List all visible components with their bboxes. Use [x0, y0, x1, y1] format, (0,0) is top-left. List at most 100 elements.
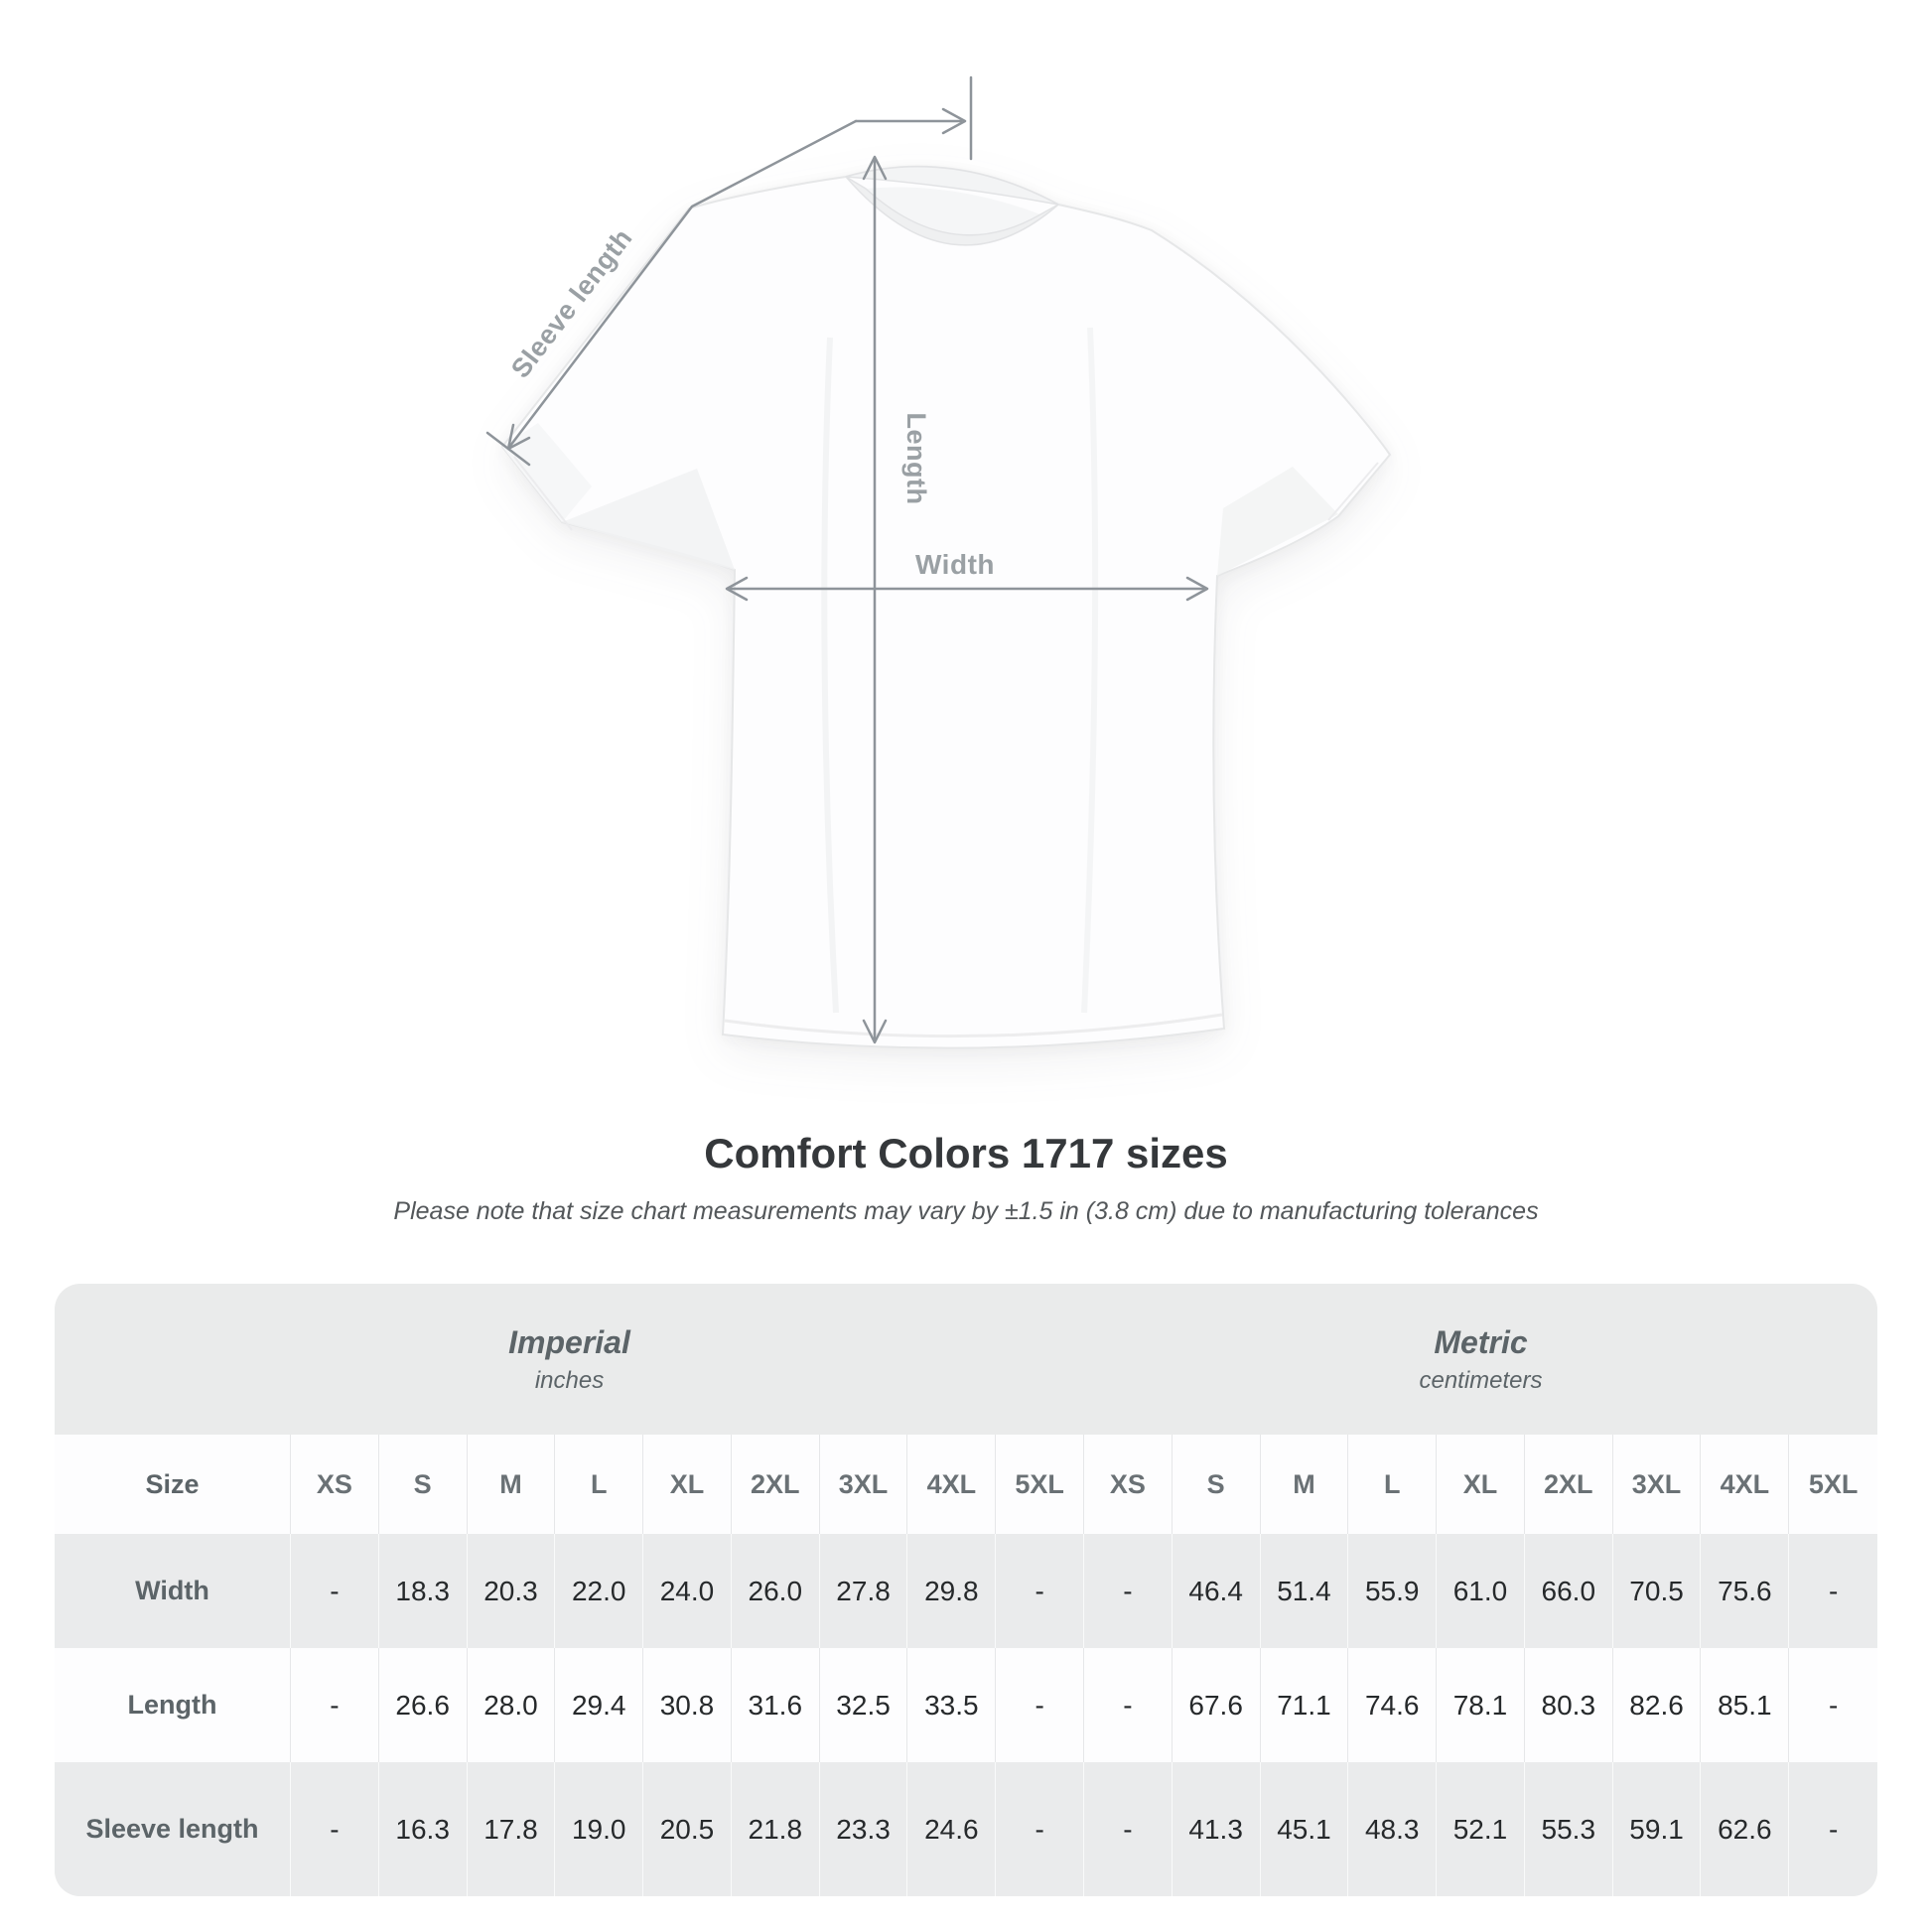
page-subtitle: Please note that size chart measurements…	[393, 1197, 1539, 1225]
value-cell: -	[1828, 1813, 1839, 1845]
value-cell: 29.8	[907, 1534, 997, 1648]
value-cell: 29.4	[555, 1648, 644, 1762]
shoulder-tick-line	[854, 75, 973, 161]
value-cell: 33.5	[907, 1648, 997, 1762]
value-cell: -	[291, 1648, 379, 1762]
size-header-imperial-s: S	[379, 1435, 468, 1534]
value-cell: 21.8	[732, 1762, 820, 1896]
unit-header-row: Imperial inches Metric centimeters	[55, 1284, 1877, 1435]
size-header-row: Size XS S M L XL 2XL 3XL 4XL 5XL XS S M L XL 2XL 3XL 4XL 5…	[55, 1435, 1877, 1534]
size-header-metric-3xl: 3XL	[1613, 1435, 1702, 1534]
value-cell: -	[1828, 1575, 1839, 1606]
row-label: Width	[55, 1534, 291, 1648]
table-row: Length -26.6 28.0 29.4 30.8 31.6 32.5 33.5- -67.…	[55, 1648, 1877, 1762]
value-cell: -	[291, 1534, 379, 1648]
value-cell: 55.9	[1348, 1534, 1438, 1648]
size-header-metric-xs: XS	[1084, 1435, 1173, 1534]
value-cell: 59.1	[1613, 1762, 1702, 1896]
value-cell: 67.6	[1173, 1648, 1261, 1762]
value-cell: -	[996, 1534, 1084, 1648]
value-cell: 19.0	[555, 1762, 644, 1896]
table-body: Width -18.3 20.3 22.0 24.0 26.0 27.8 29.8- -46.4…	[55, 1534, 1877, 1896]
value-cell: 17.8	[468, 1762, 556, 1896]
table-row: Width -18.3 20.3 22.0 24.0 26.0 27.8 29.8- -46.4…	[55, 1534, 1877, 1648]
imperial-title: Imperial	[508, 1323, 630, 1360]
value-cell: 70.5	[1613, 1534, 1702, 1648]
value-cell: -	[1084, 1534, 1173, 1648]
size-header-imperial-xl: XL	[643, 1435, 732, 1534]
length-arrow	[862, 155, 888, 1044]
value-cell: 24.0	[643, 1534, 732, 1648]
value-cell: 46.4	[1173, 1534, 1261, 1648]
table-row: Sleeve length -16.3 17.8 19.0 20.5 21.8 23.3 24…	[55, 1762, 1877, 1896]
value-cell: 31.6	[732, 1648, 820, 1762]
length-label: Length	[901, 413, 931, 505]
size-header-metric-s: S	[1173, 1435, 1261, 1534]
row-label: Sleeve length	[55, 1762, 291, 1896]
width-label: Width	[915, 549, 995, 580]
value-cell: 26.0	[732, 1534, 820, 1648]
value-cell: 20.3	[468, 1534, 556, 1648]
value-cell: 74.6	[1348, 1648, 1438, 1762]
value-cell: 66.0	[1525, 1534, 1613, 1648]
value-cell: 27.8	[820, 1534, 908, 1648]
value-cell: 80.3	[1525, 1648, 1613, 1762]
value-cell: 32.5	[820, 1648, 908, 1762]
value-cell: -	[996, 1762, 1084, 1896]
size-header-metric-2xl: 2XL	[1525, 1435, 1613, 1534]
value-cell: 55.3	[1525, 1762, 1613, 1896]
sleeve-length-arrow	[485, 119, 858, 467]
value-cell: -	[291, 1762, 379, 1896]
size-header-metric-5xl: 5XL	[1808, 1468, 1859, 1499]
value-cell: 16.3	[379, 1762, 468, 1896]
value-cell: 52.1	[1437, 1762, 1525, 1896]
value-cell: 45.1	[1261, 1762, 1349, 1896]
size-header-imperial-xs: XS	[291, 1435, 379, 1534]
size-header-imperial-m: M	[468, 1435, 556, 1534]
value-cell: 18.3	[379, 1534, 468, 1648]
value-cell: -	[1084, 1648, 1173, 1762]
value-cell: 85.1	[1701, 1648, 1790, 1762]
size-header-metric-4xl: 4XL	[1701, 1435, 1790, 1534]
value-cell: 23.3	[820, 1762, 908, 1896]
value-cell: -	[996, 1648, 1084, 1762]
value-cell: 48.3	[1348, 1762, 1438, 1896]
value-cell: 22.0	[555, 1534, 644, 1648]
tshirt-image	[500, 165, 1392, 1049]
size-column-header: Size	[55, 1435, 291, 1534]
value-cell: 62.6	[1701, 1762, 1790, 1896]
size-header-imperial-4xl: 4XL	[907, 1435, 997, 1534]
value-cell: -	[1084, 1762, 1173, 1896]
value-cell: -	[1828, 1689, 1839, 1721]
value-cell: 82.6	[1613, 1648, 1702, 1762]
value-cell: 75.6	[1701, 1534, 1790, 1648]
value-cell: 26.6	[379, 1648, 468, 1762]
value-cell: 41.3	[1173, 1762, 1261, 1896]
value-cell: 30.8	[643, 1648, 732, 1762]
value-cell: 20.5	[643, 1762, 732, 1896]
value-cell: 61.0	[1437, 1534, 1525, 1648]
width-arrow	[725, 576, 1209, 602]
page-title: Comfort Colors 1717 sizes	[704, 1130, 1228, 1176]
size-header-metric-xl: XL	[1437, 1435, 1525, 1534]
value-cell: 28.0	[468, 1648, 556, 1762]
size-header-metric-m: M	[1261, 1435, 1349, 1534]
metric-title: Metric	[1434, 1323, 1528, 1360]
measurement-arrows	[485, 75, 1209, 1044]
value-cell: 78.1	[1437, 1648, 1525, 1762]
unit-group-imperial: Imperial inches	[55, 1284, 1084, 1435]
value-cell: 71.1	[1261, 1648, 1349, 1762]
row-label: Length	[55, 1648, 291, 1762]
value-cell: 51.4	[1261, 1534, 1349, 1648]
size-header-imperial-3xl: 3XL	[820, 1435, 908, 1534]
size-header-imperial-l: L	[555, 1435, 644, 1534]
metric-unit: centimeters	[1419, 1366, 1543, 1394]
size-header-imperial-5xl: 5XL	[996, 1435, 1084, 1534]
value-cell: 24.6	[907, 1762, 997, 1896]
size-table-panel: Imperial inches Metric centimeters Size X…	[55, 1284, 1877, 1896]
unit-group-metric: Metric centimeters	[1084, 1284, 1877, 1435]
imperial-unit: inches	[534, 1366, 605, 1394]
size-header-metric-l: L	[1348, 1435, 1438, 1534]
